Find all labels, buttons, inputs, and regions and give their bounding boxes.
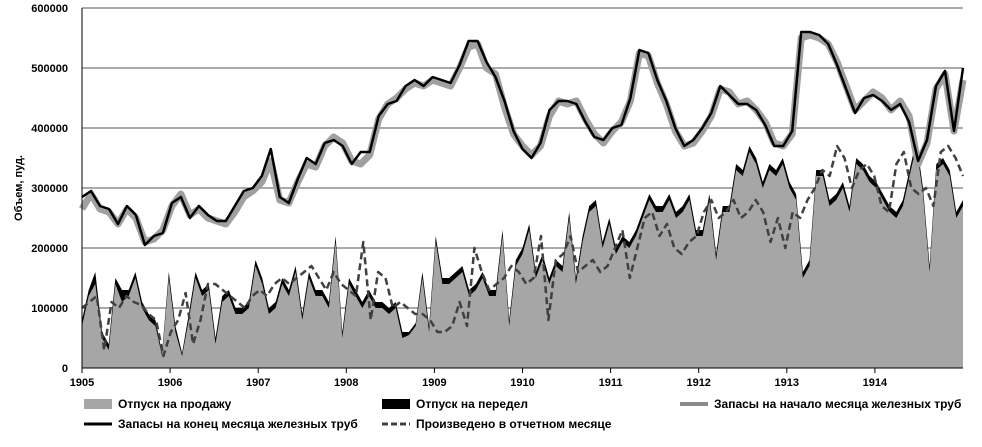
line-series <box>78 30 967 358</box>
legend-item: Запасы на начало месяца железных труб <box>680 397 961 411</box>
x-tick-label: 1906 <box>158 377 182 389</box>
x-tick-label: 1911 <box>599 377 623 389</box>
x-tick-label: 1910 <box>510 377 534 389</box>
x-tick-label: 1914 <box>863 377 888 389</box>
x-tick-label: 1909 <box>422 377 446 389</box>
y-tick-label: 200000 <box>31 243 68 255</box>
x-tick-label: 1907 <box>246 377 270 389</box>
y-axis-label: Объем, пуд. <box>13 155 25 221</box>
x-tick-labels: 1905 1906 1907 1908 1909 1910 1911 1912 1913 1914 <box>70 377 888 389</box>
legend-label: Запасы на начало месяца железных труб <box>714 397 961 411</box>
series-line-zapasy-konec <box>81 30 965 247</box>
legend-item: Отпуск на передел <box>382 397 528 411</box>
x-tick-label: 1912 <box>686 377 710 389</box>
y-tick-labels: 0 100000 200000 300000 400000 500000 600000 <box>31 3 68 375</box>
x-tick-label: 1905 <box>70 377 94 389</box>
legend-label: Отпуск на продажу <box>118 397 232 411</box>
legend-label: Запасы на конец месяца железных труб <box>118 417 358 431</box>
legend-swatch <box>382 399 410 409</box>
area-series <box>82 140 963 368</box>
y-tick-label: 500000 <box>31 63 68 75</box>
x-tick-label: 1913 <box>775 377 799 389</box>
y-tick-label: 400000 <box>31 123 68 135</box>
legend-label: Отпуск на передел <box>416 397 528 411</box>
legend-item: Произведено в отчетном месяце <box>382 417 612 431</box>
axes <box>81 8 963 373</box>
series-area-prodazha <box>82 146 963 368</box>
y-tick-label: 600000 <box>31 3 68 15</box>
legend-item: Отпуск на продажу <box>84 397 232 411</box>
legend: Отпуск на продажу Отпуск на передел Запасы… <box>84 397 961 431</box>
x-tick-label: 1908 <box>334 377 358 389</box>
series-line-proizvedeno <box>81 144 965 358</box>
legend-item: Запасы на конец месяца железных труб <box>84 417 358 431</box>
y-tick-label: 100000 <box>31 303 68 315</box>
series-line-zapasy-nachalo <box>78 31 967 246</box>
y-tick-label: 300000 <box>31 183 68 195</box>
legend-label: Произведено в отчетном месяце <box>416 417 612 431</box>
y-tick-label: 0 <box>62 363 68 375</box>
legend-swatch <box>84 399 112 409</box>
